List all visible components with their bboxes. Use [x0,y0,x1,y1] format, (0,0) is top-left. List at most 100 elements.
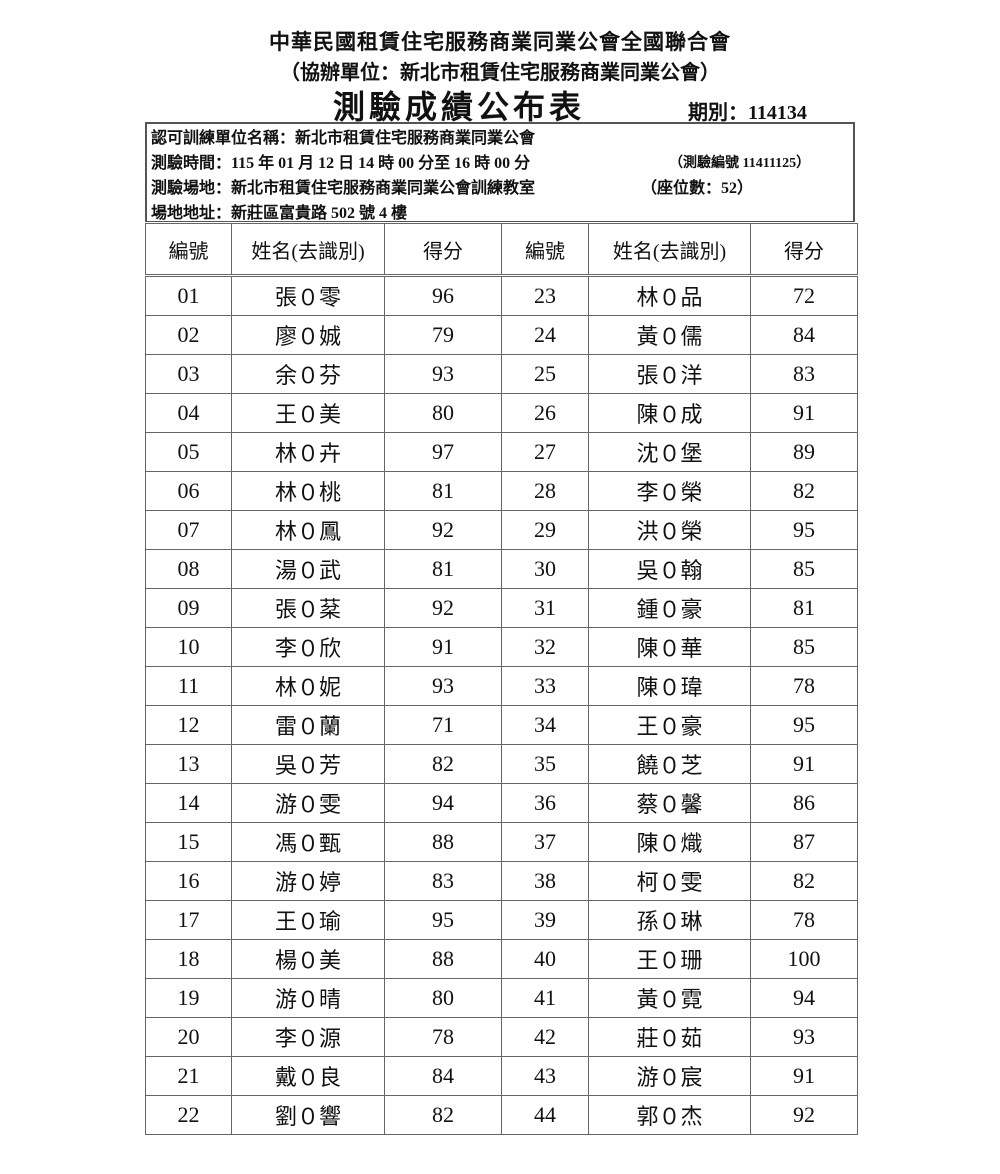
right-score-cell: 84 [750,315,858,355]
left-number-cell: 09 [145,588,232,628]
left-number-cell: 11 [145,666,232,706]
left-score-cell: 93 [384,354,502,394]
right-score-cell: 87 [750,822,858,862]
left-score-cell: 92 [384,588,502,628]
right-name-cell: 陳０華 [588,627,751,667]
left-score-cell: 91 [384,627,502,667]
left-name-cell: 湯０武 [231,549,385,589]
table-row: 12 雷０蘭 71 34 王０豪 95 [145,705,858,745]
left-number-cell: 04 [145,393,232,433]
left-score-cell: 80 [384,978,502,1018]
table-row: 11 林０妮 93 33 陳０瑋 78 [145,666,858,706]
table-row: 20 李０源 78 42 莊０茹 93 [145,1017,858,1057]
exam-time: 測驗時間：115 年 01 月 12 日 14 時 00 分至 16 時 00 … [151,155,531,172]
left-number-cell: 05 [145,432,232,472]
left-score-cell: 79 [384,315,502,355]
right-score-cell: 91 [750,1056,858,1096]
page-title: 測驗成績公布表 [333,89,586,125]
right-number-cell: 34 [501,705,589,745]
left-name-cell: 王０瑜 [231,900,385,940]
right-score-cell: 86 [750,783,858,823]
right-score-cell: 92 [750,1095,858,1135]
left-score-cell: 82 [384,744,502,784]
left-name-cell: 劉０響 [231,1095,385,1135]
right-number-cell: 37 [501,822,589,862]
right-name-cell: 陳０熾 [588,822,751,862]
right-number-cell: 42 [501,1017,589,1057]
right-name-cell: 沈０堡 [588,432,751,472]
left-name-cell: 雷０蘭 [231,705,385,745]
co-organizer: （協辦單位：新北市租賃住宅服務商業同業公會） [280,62,720,84]
left-score-cell: 82 [384,1095,502,1135]
right-number-cell: 31 [501,588,589,628]
right-score-cell: 85 [750,549,858,589]
right-score-cell: 85 [750,627,858,667]
right-name-cell: 洪０榮 [588,510,751,550]
right-number-cell: 25 [501,354,589,394]
left-number-cell: 14 [145,783,232,823]
left-score-cell: 88 [384,939,502,979]
left-score-cell: 92 [384,510,502,550]
left-score-cell: 84 [384,1056,502,1096]
right-number-cell: 35 [501,744,589,784]
left-score-cell: 95 [384,900,502,940]
left-name-cell: 李０欣 [231,627,385,667]
left-name-cell: 林０卉 [231,432,385,472]
right-score-cell: 91 [750,393,858,433]
left-number-cell: 08 [145,549,232,589]
exam-number: （測驗編號 11411125） [669,156,811,171]
left-number-cell: 06 [145,471,232,511]
right-name-cell: 游０宸 [588,1056,751,1096]
right-score-cell: 89 [750,432,858,472]
right-name-cell: 莊０茹 [588,1017,751,1057]
right-number-cell: 26 [501,393,589,433]
table-row: 16 游０婷 83 38 柯０雯 82 [145,861,858,901]
right-name-cell: 李０榮 [588,471,751,511]
right-score-cell: 93 [750,1017,858,1057]
table-row: 03 余０芬 93 25 張０洋 83 [145,354,858,394]
left-score-cell: 93 [384,666,502,706]
left-score-cell: 71 [384,705,502,745]
right-score-cell: 94 [750,978,858,1018]
table-row: 18 楊０美 88 40 王０珊 100 [145,939,858,979]
left-name-cell: 張０零 [231,274,385,316]
col-header-score: 得分 [750,223,858,276]
left-name-cell: 余０芬 [231,354,385,394]
period-label: 期別：114134 [688,102,807,124]
right-number-cell: 33 [501,666,589,706]
table-row: 22 劉０響 82 44 郭０杰 92 [145,1095,858,1135]
right-name-cell: 鍾０豪 [588,588,751,628]
right-number-cell: 41 [501,978,589,1018]
table-row: 01 張０零 96 23 林０品 72 [145,274,858,316]
table-row: 15 馮０甄 88 37 陳０熾 87 [145,822,858,862]
left-name-cell: 林０桃 [231,471,385,511]
right-score-cell: 82 [750,861,858,901]
right-name-cell: 王０豪 [588,705,751,745]
score-table: 編號 姓名(去識別) 得分 編號 姓名(去識別) 得分 01 張０零 96 23 林０品… [145,223,858,1135]
left-number-cell: 21 [145,1056,232,1096]
left-number-cell: 19 [145,978,232,1018]
right-name-cell: 張０洋 [588,354,751,394]
table-row: 06 林０桃 81 28 李０榮 82 [145,471,858,511]
right-name-cell: 黃０霓 [588,978,751,1018]
right-name-cell: 吳０翰 [588,549,751,589]
right-number-cell: 43 [501,1056,589,1096]
right-name-cell: 王０珊 [588,939,751,979]
left-score-cell: 96 [384,274,502,316]
col-header-number: 編號 [501,223,589,276]
right-score-cell: 72 [750,274,858,316]
left-score-cell: 81 [384,549,502,589]
right-score-cell: 95 [750,705,858,745]
right-number-cell: 24 [501,315,589,355]
venue-address: 場地地址：新莊區富貴路 502 號 4 樓 [151,205,408,222]
table-row: 05 林０卉 97 27 沈０堡 89 [145,432,858,472]
table-row: 21 戴０良 84 43 游０宸 91 [145,1056,858,1096]
left-name-cell: 游０婷 [231,861,385,901]
col-header-name: 姓名(去識別) [231,223,385,276]
table-row: 08 湯０武 81 30 吳０翰 85 [145,549,858,589]
table-row: 14 游０雯 94 36 蔡０馨 86 [145,783,858,823]
left-name-cell: 游０晴 [231,978,385,1018]
col-header-score: 得分 [384,223,502,276]
left-score-cell: 78 [384,1017,502,1057]
left-number-cell: 01 [145,274,232,316]
